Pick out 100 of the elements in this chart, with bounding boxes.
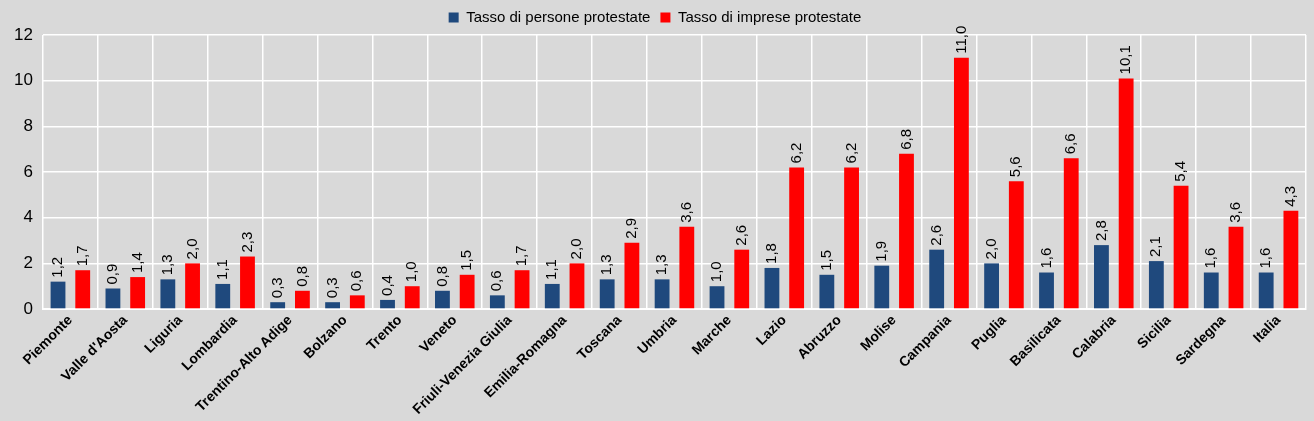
data-label: 2,8 bbox=[1091, 220, 1109, 242]
data-label: 2,0 bbox=[182, 238, 200, 260]
bar bbox=[435, 290, 450, 309]
bar bbox=[929, 249, 945, 309]
bar bbox=[874, 265, 890, 309]
data-label: 0,4 bbox=[377, 275, 395, 296]
bar bbox=[380, 299, 395, 309]
data-label: 2,0 bbox=[981, 238, 999, 260]
data-label: 11,0 bbox=[951, 25, 969, 54]
data-label: 2,3 bbox=[237, 231, 255, 253]
bar bbox=[1283, 210, 1299, 309]
bar bbox=[75, 270, 91, 309]
legend-label: Tasso di persone protestate bbox=[466, 7, 651, 25]
data-label: 6,8 bbox=[896, 128, 914, 150]
y-tick-label: 6 bbox=[23, 161, 33, 181]
data-label: 0,8 bbox=[432, 265, 450, 287]
data-label: 3,6 bbox=[676, 201, 694, 223]
bar bbox=[404, 286, 420, 309]
bar bbox=[240, 256, 255, 309]
data-label: 2,1 bbox=[1146, 236, 1164, 258]
data-label: 0,3 bbox=[267, 277, 285, 299]
data-label: 5,6 bbox=[1006, 156, 1024, 178]
bar bbox=[624, 242, 640, 309]
bar bbox=[1148, 261, 1164, 309]
bar bbox=[1063, 158, 1079, 309]
bar bbox=[953, 57, 969, 309]
bar bbox=[489, 295, 505, 309]
data-label: 1,1 bbox=[212, 259, 230, 280]
data-label: 4,3 bbox=[1281, 185, 1299, 207]
bar bbox=[789, 167, 805, 309]
data-label: 0,6 bbox=[487, 270, 505, 292]
data-label: 10,1 bbox=[1116, 45, 1134, 75]
data-label: 1,3 bbox=[652, 254, 670, 276]
bar bbox=[130, 277, 146, 309]
data-label: 0,3 bbox=[322, 277, 340, 299]
bar bbox=[1228, 226, 1244, 309]
bar bbox=[160, 279, 176, 309]
y-tick-label: 12 bbox=[13, 24, 33, 44]
data-label: 1,6 bbox=[1256, 247, 1274, 269]
bar bbox=[1008, 181, 1024, 309]
data-label: 0,6 bbox=[347, 270, 365, 292]
bar bbox=[349, 295, 365, 309]
bar bbox=[819, 274, 835, 309]
y-tick-label: 8 bbox=[23, 116, 33, 136]
data-label: 2,9 bbox=[622, 217, 640, 239]
data-label: 0,9 bbox=[103, 263, 121, 285]
bar bbox=[709, 286, 725, 309]
y-tick-label: 10 bbox=[13, 70, 33, 90]
data-label: 1,8 bbox=[762, 243, 780, 264]
data-label: 6,6 bbox=[1061, 133, 1079, 155]
data-label: 1,6 bbox=[1036, 247, 1054, 269]
data-label: 1,5 bbox=[457, 249, 475, 271]
bar bbox=[294, 290, 310, 309]
data-label: 1,5 bbox=[816, 249, 834, 271]
bar bbox=[984, 263, 1000, 309]
data-label: 1,0 bbox=[707, 261, 725, 283]
data-label: 0,8 bbox=[292, 265, 310, 287]
bar bbox=[325, 302, 341, 309]
data-label: 1,6 bbox=[1201, 247, 1219, 269]
bar bbox=[764, 267, 780, 309]
bar bbox=[50, 281, 66, 309]
bar bbox=[1118, 78, 1134, 309]
data-label: 1,7 bbox=[72, 245, 90, 267]
y-tick-label: 4 bbox=[23, 207, 33, 227]
y-tick-label: 0 bbox=[23, 298, 33, 318]
bar bbox=[185, 263, 200, 309]
bar bbox=[1094, 245, 1109, 309]
data-label: 6,2 bbox=[786, 142, 804, 164]
data-label: 1,7 bbox=[512, 245, 530, 267]
bar bbox=[270, 302, 286, 309]
data-label: 1,4 bbox=[127, 252, 145, 274]
data-label: 2,6 bbox=[926, 224, 944, 246]
bar bbox=[899, 153, 914, 309]
bar bbox=[1258, 272, 1274, 309]
bar bbox=[544, 283, 560, 309]
bar bbox=[734, 249, 750, 309]
bar bbox=[105, 288, 121, 309]
bar bbox=[679, 226, 695, 309]
data-label: 2,6 bbox=[731, 224, 749, 246]
data-label: 5,4 bbox=[1171, 160, 1189, 182]
bar bbox=[514, 270, 530, 309]
bar bbox=[599, 279, 615, 309]
bar bbox=[1203, 272, 1219, 309]
data-label: 1,0 bbox=[402, 261, 420, 283]
bar bbox=[459, 274, 475, 309]
data-label: 1,3 bbox=[597, 254, 615, 276]
data-label: 2,0 bbox=[567, 238, 585, 260]
bar bbox=[569, 263, 585, 309]
bar bbox=[654, 279, 670, 309]
y-tick-label: 2 bbox=[23, 253, 33, 273]
bar bbox=[215, 283, 231, 309]
data-label: 6,2 bbox=[841, 142, 859, 164]
data-label: 1,1 bbox=[542, 259, 560, 280]
data-label: 1,3 bbox=[157, 254, 175, 276]
bar bbox=[1039, 272, 1054, 309]
data-label: 1,9 bbox=[871, 240, 889, 262]
data-label: 3,6 bbox=[1226, 201, 1244, 223]
bar bbox=[844, 167, 859, 309]
bar bbox=[1173, 185, 1189, 309]
legend-label: Tasso di imprese protestate bbox=[677, 7, 862, 25]
